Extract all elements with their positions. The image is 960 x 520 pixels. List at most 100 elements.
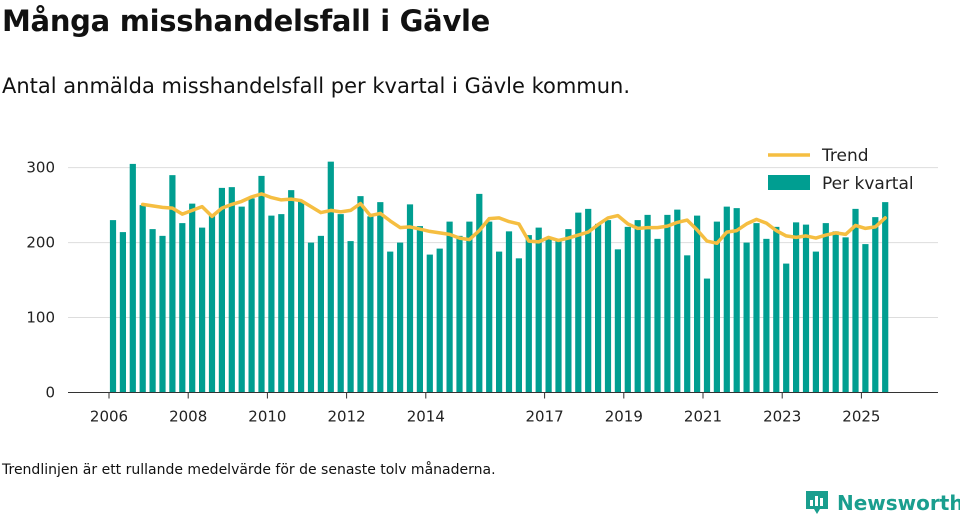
trend-line — [140, 192, 887, 246]
bar — [307, 242, 315, 393]
bar — [189, 203, 196, 393]
newsworthy-logo-icon — [806, 491, 828, 514]
x-tick-label: 2006 — [90, 408, 128, 426]
bar — [832, 231, 839, 393]
bar — [169, 175, 176, 393]
chart-subtitle: Antal anmälda misshandelsfall per kvarta… — [2, 74, 631, 98]
bar — [278, 214, 285, 393]
x-tick-label: 2019 — [605, 408, 643, 426]
bar — [426, 254, 433, 393]
bar — [802, 224, 810, 393]
bar — [575, 212, 582, 393]
bar — [129, 163, 136, 393]
y-tick-label: 200 — [26, 234, 55, 252]
legend: Trend Per kvartal — [768, 146, 914, 194]
bar — [258, 175, 265, 393]
bar — [446, 221, 453, 393]
bar — [357, 196, 364, 393]
bar — [119, 232, 126, 393]
bar — [208, 214, 216, 393]
bar — [288, 190, 295, 393]
bar — [684, 255, 691, 393]
bar — [179, 223, 186, 393]
bar — [535, 227, 542, 393]
bar — [268, 215, 275, 393]
bar — [763, 238, 770, 393]
bar — [723, 206, 730, 393]
bar — [604, 220, 612, 393]
bar — [466, 221, 473, 393]
legend-bars-label: Per kvartal — [822, 174, 914, 194]
bar — [436, 248, 443, 393]
bar — [248, 198, 255, 393]
bar — [882, 202, 889, 393]
brand-name: Newsworthy — [837, 491, 960, 515]
bar — [644, 214, 651, 393]
bar — [476, 193, 483, 393]
bar — [783, 263, 790, 393]
bar — [199, 227, 206, 393]
bar — [347, 241, 354, 393]
bar — [149, 229, 156, 393]
x-tick-label: 2014 — [407, 408, 445, 426]
bar — [565, 229, 572, 393]
bar — [139, 205, 146, 393]
y-tick-label: 100 — [26, 309, 55, 327]
bar — [703, 278, 711, 393]
chart-title: Många misshandelsfall i Gävle — [2, 4, 491, 38]
bar — [486, 221, 493, 393]
bar-series — [109, 161, 889, 393]
bar — [387, 251, 394, 393]
bar — [753, 223, 760, 393]
bar — [713, 221, 720, 393]
x-tick-label: 2025 — [842, 408, 880, 426]
bar — [812, 251, 819, 393]
bar — [416, 226, 423, 393]
bar — [397, 242, 404, 393]
bar — [456, 235, 463, 393]
bar — [585, 208, 592, 393]
bar — [228, 187, 235, 393]
bar — [555, 241, 562, 393]
bar — [624, 226, 631, 393]
bar — [793, 222, 800, 393]
bar — [515, 258, 522, 393]
y-axis-ticks: 0 100 200 300 — [26, 159, 55, 402]
bar — [822, 223, 829, 393]
bar — [733, 208, 740, 393]
bar — [595, 223, 602, 393]
bar — [505, 231, 513, 393]
bar — [545, 238, 552, 393]
bar — [664, 214, 671, 393]
bar — [852, 208, 859, 393]
bar — [872, 217, 879, 393]
x-tick-label: 2023 — [763, 408, 801, 426]
brand-logo[interactable]: Newsworthy — [804, 489, 960, 517]
bar — [654, 238, 661, 393]
bar — [694, 215, 701, 393]
bar — [317, 235, 324, 393]
bar — [337, 214, 344, 393]
bar — [377, 202, 384, 393]
x-tick-label: 2010 — [248, 408, 286, 426]
bar — [862, 244, 869, 393]
bar — [525, 235, 532, 393]
x-tick-label: 2012 — [328, 408, 366, 426]
x-tick-label: 2008 — [169, 408, 207, 426]
bar — [298, 201, 305, 393]
bar — [773, 226, 780, 393]
legend-bars-swatch — [768, 175, 810, 190]
bar — [743, 242, 750, 393]
bar — [367, 216, 374, 393]
bar — [674, 209, 681, 393]
bar — [496, 251, 503, 393]
bar — [238, 206, 245, 393]
bar — [159, 235, 166, 393]
y-tick-label: 300 — [26, 159, 55, 177]
y-tick-label: 0 — [45, 384, 55, 402]
bar — [634, 220, 641, 393]
bar — [406, 204, 414, 393]
x-tick-label: 2021 — [684, 408, 722, 426]
bar — [842, 237, 849, 393]
